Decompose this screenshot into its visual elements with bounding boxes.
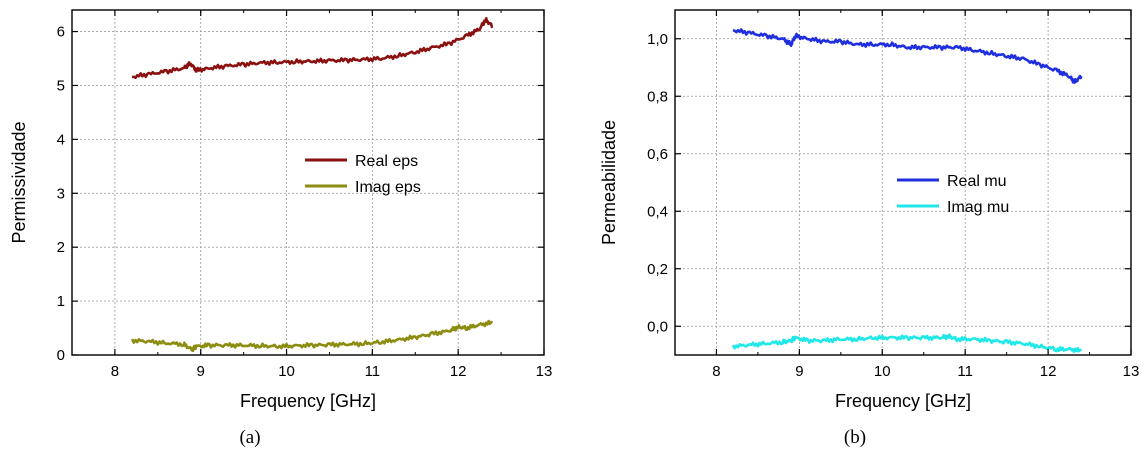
x-tick-label: 11: [365, 363, 381, 380]
legend-label: Real eps: [355, 153, 418, 170]
x-tick-label: 10: [278, 363, 295, 380]
x-tick-label: 13: [1123, 363, 1140, 380]
y-tick-label: 0,4: [647, 203, 668, 220]
x-tick-label: 8: [712, 363, 720, 380]
x-tick-label: 11: [957, 363, 973, 380]
x-tick-label: 9: [197, 363, 205, 380]
legend-label: Imag mu: [947, 199, 1009, 216]
x-axis-label: Frequency [GHz]: [240, 391, 376, 411]
y-axis-label: Permissividade: [9, 121, 29, 243]
chart-b: 8 9 10 11 12 13 0,0 0,2 0,4 0,6 0,8 1,0 Frequency [G…: [599, 9, 1140, 448]
plot-frame: [674, 9, 1132, 356]
x-tick-label: 8: [111, 363, 119, 380]
y-tick-label: 0,8: [647, 88, 668, 105]
y-tick-label: 0,0: [647, 318, 668, 335]
x-tick-label: 10: [874, 363, 891, 380]
figure-caption: (b): [844, 427, 866, 448]
x-tick-label: 9: [795, 363, 803, 380]
y-axis: 0,0 0,2 0,4 0,6 0,8 1,0: [647, 31, 1131, 335]
y-tick-label: 1: [57, 293, 65, 310]
legend-label: Imag eps: [355, 179, 421, 196]
legend: Real eps Imag eps: [305, 153, 421, 196]
legend-label: Real mu: [947, 173, 1007, 190]
gridlines: [675, 10, 1131, 355]
x-tick-label: 13: [536, 363, 553, 380]
y-tick-label: 0: [57, 347, 65, 364]
y-axis-label: Permeabilidade: [599, 120, 619, 245]
x-axis: 8 9 10 11 12 13: [71, 10, 553, 380]
x-tick-label: 12: [1040, 363, 1057, 380]
y-tick-label: 0,2: [647, 261, 668, 278]
y-axis: 0 1 2 3 4 5 6: [57, 24, 544, 364]
series-line-real-mu: [732, 28, 1083, 84]
y-tick-label: 1,0: [647, 31, 668, 48]
x-axis-label: Frequency [GHz]: [835, 391, 971, 411]
series-line-real-eps: [132, 16, 494, 79]
figure-caption: (a): [239, 427, 260, 448]
y-tick-label: 4: [57, 131, 65, 148]
series-line-imag-eps: [130, 319, 494, 353]
y-tick-label: 0,6: [647, 146, 668, 163]
x-axis: 8 9 10 11 12 13: [674, 10, 1140, 380]
y-tick-label: 5: [57, 77, 65, 94]
y-tick-label: 6: [57, 24, 65, 41]
plot-frame: [71, 9, 545, 356]
gridlines: [72, 10, 544, 355]
y-tick-label: 2: [57, 239, 65, 256]
y-tick-label: 3: [57, 185, 65, 202]
x-tick-label: 12: [450, 363, 467, 380]
legend: Real mu Imag mu: [897, 173, 1009, 216]
series-line-imag-mu: [731, 333, 1083, 354]
